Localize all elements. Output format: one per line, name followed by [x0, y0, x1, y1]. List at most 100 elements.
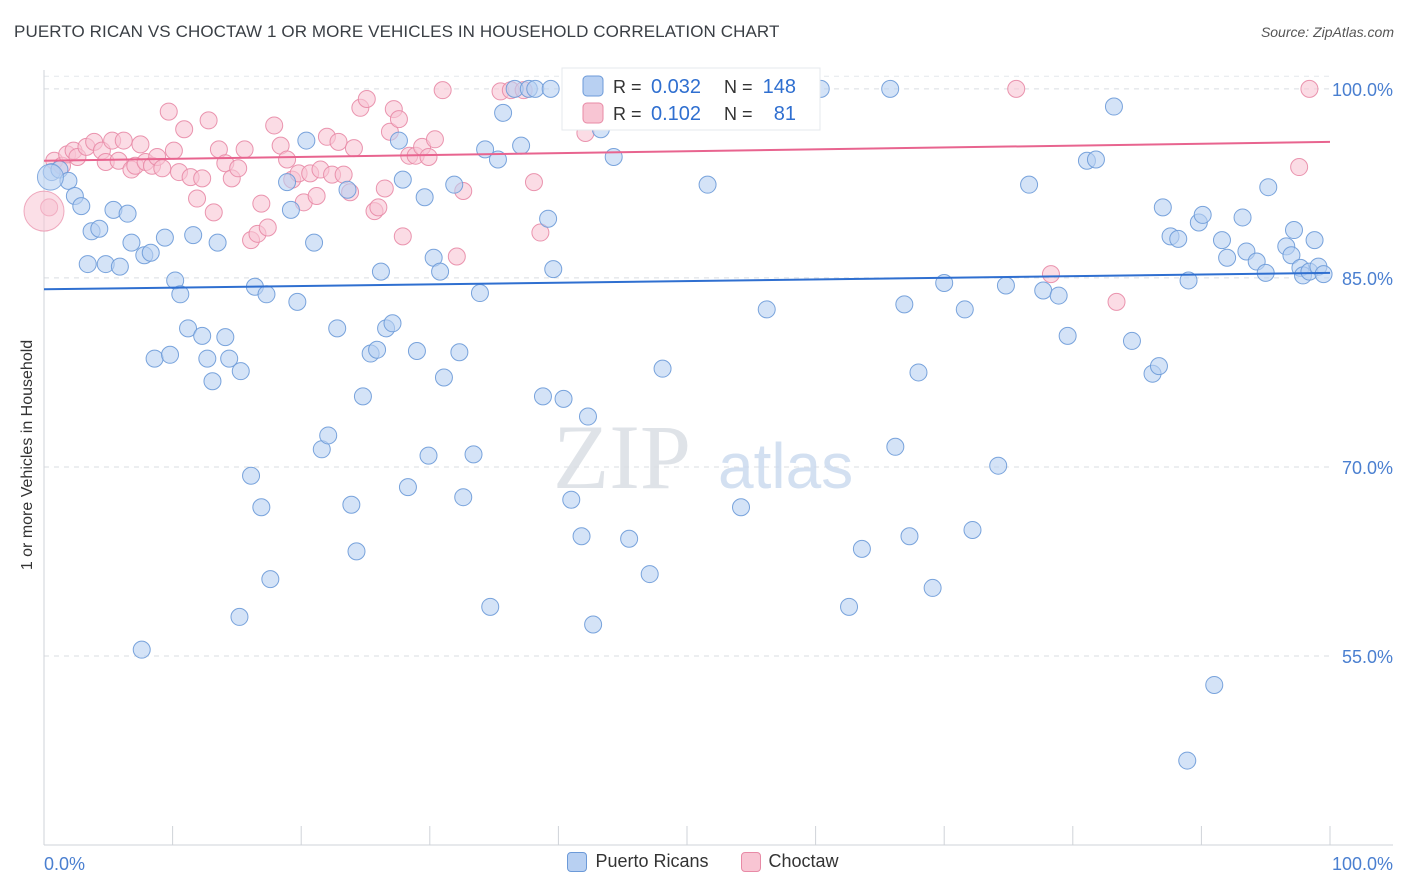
- puerto-rican-point: [578, 407, 597, 426]
- puerto-rican-point: [1259, 178, 1278, 197]
- puerto-rican-point: [434, 368, 453, 387]
- choctaw-point: [307, 187, 326, 206]
- choctaw-point: [265, 116, 284, 135]
- puerto-rican-point: [368, 340, 387, 359]
- puerto-rican-point: [923, 578, 942, 597]
- puerto-rican-point: [886, 437, 905, 456]
- puerto-rican-point: [328, 319, 347, 338]
- choctaw-point: [389, 110, 408, 129]
- puerto-rican-point: [1020, 175, 1039, 194]
- puerto-rican-point: [454, 488, 473, 507]
- choctaw-point: [164, 141, 183, 160]
- x-tick-label-min: 0.0%: [44, 854, 85, 874]
- legend-r-label-blue: R =: [613, 77, 642, 97]
- choctaw-point: [199, 111, 218, 130]
- puerto-rican-point: [996, 276, 1015, 295]
- series-legend: Puerto Ricans Choctaw: [0, 851, 1406, 872]
- puerto-rican-point: [398, 478, 417, 497]
- puerto-rican-point: [900, 527, 919, 546]
- puerto-rican-point: [512, 136, 531, 155]
- legend-item-puerto-ricans[interactable]: Puerto Ricans: [567, 851, 709, 872]
- choctaw-point: [393, 227, 412, 246]
- puerto-rican-point: [431, 262, 450, 281]
- puerto-rican-point: [1233, 208, 1252, 227]
- chart-title: PUERTO RICAN VS CHOCTAW 1 OR MORE VEHICL…: [14, 22, 780, 41]
- puerto-rican-point: [261, 570, 280, 589]
- puerto-rican-point: [407, 342, 426, 361]
- puerto-rican-point: [1149, 357, 1168, 376]
- choctaw-point: [235, 140, 254, 159]
- puerto-rican-point: [193, 326, 212, 345]
- puerto-rican-point: [470, 284, 489, 303]
- choctaw-point: [329, 132, 348, 151]
- puerto-rican-point: [541, 79, 560, 98]
- puerto-rican-point: [1169, 229, 1188, 248]
- choctaw-point: [1300, 79, 1319, 98]
- puerto-rican-point: [698, 175, 717, 194]
- choctaw-point: [524, 173, 543, 192]
- puerto-rican-point: [1086, 150, 1105, 169]
- y-tick-label: 70.0%: [1342, 458, 1393, 478]
- legend-item-choctaw[interactable]: Choctaw: [740, 851, 839, 872]
- puerto-rican-point: [184, 226, 203, 245]
- puerto-rican-point: [895, 295, 914, 314]
- puerto-rican-point: [554, 389, 573, 408]
- legend-label-choctaw: Choctaw: [768, 851, 839, 871]
- choctaw-point: [204, 203, 223, 222]
- y-tick-label: 85.0%: [1342, 269, 1393, 289]
- puerto-rican-point: [257, 285, 276, 304]
- puerto-rican-point: [450, 343, 469, 362]
- legend-r-value-pink: 0.102: [651, 103, 701, 125]
- choctaw-point-cluster: [23, 190, 65, 232]
- legend-n-label-blue: N =: [724, 77, 753, 97]
- puerto-rican-point: [1205, 675, 1224, 694]
- choctaw-point: [229, 159, 248, 178]
- puerto-rican-point: [1212, 231, 1231, 250]
- puerto-rican-point: [281, 200, 300, 219]
- puerto-rican-point: [72, 197, 91, 216]
- puerto-rican-point: [415, 188, 434, 207]
- choctaw-point: [334, 165, 353, 184]
- puerto-rican-point: [132, 640, 151, 659]
- puerto-rican-point: [572, 527, 591, 546]
- choctaw-point: [175, 120, 194, 139]
- puerto-rican-point: [1178, 751, 1197, 770]
- puerto-rican-trend-line: [43, 271, 1331, 291]
- puerto-rican-point: [198, 349, 217, 368]
- choctaw-point: [419, 147, 438, 166]
- puerto-rican-point: [604, 147, 623, 166]
- puerto-rican-point: [526, 79, 545, 98]
- puerto-rican-point: [1305, 231, 1324, 250]
- puerto-rican-point: [288, 292, 307, 311]
- choctaw-point: [433, 81, 452, 100]
- puerto-rican-point: [1284, 221, 1303, 240]
- puerto-rican-point: [1179, 271, 1198, 290]
- correlation-legend: R = 0.032 N = 148 R = 0.102 N = 81: [561, 67, 821, 131]
- choctaw-point: [114, 131, 133, 150]
- watermark-zip: ZIP: [553, 406, 691, 508]
- puerto-rican-point: [252, 498, 271, 517]
- puerto-rican-point: [171, 285, 190, 304]
- puerto-rican-point: [371, 262, 390, 281]
- puerto-rican-point: [464, 445, 483, 464]
- x-tick-label-max: 100.0%: [1332, 854, 1393, 874]
- choctaw-point: [369, 198, 388, 217]
- puerto-rican-point: [1193, 205, 1212, 224]
- puerto-rican-point: [1034, 281, 1053, 300]
- puerto-rican-point: [732, 498, 751, 517]
- puerto-rican-point: [562, 490, 581, 509]
- legend-swatch-choctaw: [740, 851, 761, 872]
- puerto-rican-point: [881, 79, 900, 98]
- choctaw-point: [344, 139, 363, 158]
- choctaw-point: [357, 89, 376, 108]
- puerto-rican-point: [90, 219, 109, 238]
- puerto-rican-point: [584, 615, 603, 634]
- y-tick-label: 55.0%: [1342, 647, 1393, 667]
- puerto-rican-point: [338, 180, 357, 199]
- puerto-rican-point: [1282, 246, 1301, 265]
- choctaw-point: [131, 135, 150, 154]
- choctaw-point: [278, 150, 297, 169]
- puerto-rican-point: [909, 363, 928, 382]
- legend-r-label-pink: R =: [613, 104, 642, 124]
